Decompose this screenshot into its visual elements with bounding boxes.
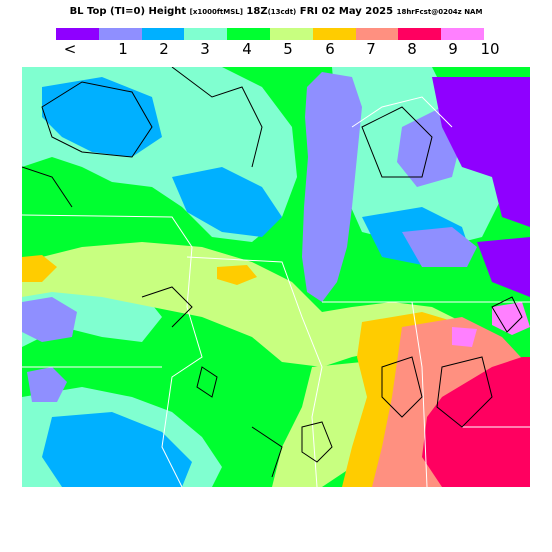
contour-region-1-southwest (27, 367, 67, 402)
legend-label-10: 10 (480, 40, 500, 58)
legend-swatch-6 (312, 28, 356, 40)
legend-label-4: 4 (242, 40, 252, 58)
contour-region-lt1-east (477, 237, 530, 297)
contour-outline-10 (251, 426, 283, 478)
contour-region-2-northwest (42, 77, 162, 157)
legend-swatch-8 (398, 28, 442, 40)
contour-region-1-west (22, 297, 77, 342)
contour-outline-3 (361, 106, 433, 178)
contour-region-lt1-northeast (432, 77, 530, 227)
contour-outlines (22, 67, 523, 478)
title-main: BL Top (TI=0) Height (69, 6, 187, 17)
contour-region-6-central (217, 265, 257, 285)
legend-label-5: 5 (283, 40, 293, 58)
legend-swatch-3 (184, 28, 228, 40)
title-forecast: 18hrFcst@0204z NAM (396, 8, 483, 16)
legend-label-3: 3 (200, 40, 210, 58)
forecast-map (22, 67, 530, 487)
map-title: BL Top (TI=0) Height [x1000ftMSL] 18Z(13… (0, 6, 552, 17)
lake-michigan (302, 72, 362, 302)
contour-region-6-west (22, 255, 57, 282)
state-boundaries (22, 96, 530, 487)
contour-outline-2 (171, 67, 263, 168)
contour-outline-5 (436, 356, 493, 428)
legend-swatch-9 (441, 28, 484, 40)
legend-label-7: 7 (366, 40, 376, 58)
map-canvas (22, 67, 530, 487)
legend-label-0: < (63, 40, 77, 58)
contour-outline-11 (491, 296, 523, 333)
title-units: [x1000ftMSL] (189, 8, 243, 16)
contour-region-9-southeast (452, 327, 477, 347)
legend-swatch-2 (141, 28, 185, 40)
legend-label-6: 6 (325, 40, 335, 58)
legend-swatch-0 (56, 28, 99, 40)
legend-labels: < 1 2 3 4 5 6 7 8 9 10 (46, 40, 502, 58)
legend-swatch-1 (98, 28, 142, 40)
legend-swatch-4 (227, 28, 270, 40)
state-line-4 (322, 301, 428, 487)
contour-region-2-south (42, 412, 192, 487)
state-line-2 (186, 256, 323, 487)
state-line-6 (351, 96, 453, 128)
state-line-1 (22, 214, 203, 487)
contour-outline-1 (41, 81, 153, 158)
contour-outline-6 (22, 166, 73, 208)
legend-swatch-7 (355, 28, 399, 40)
color-legend (56, 28, 484, 40)
title-date: FRI 02 May 2025 (299, 6, 394, 17)
legend-label-1: 1 (118, 40, 128, 58)
legend-label-2: 2 (159, 40, 169, 58)
legend-label-9: 9 (448, 40, 458, 58)
contour-region-1-east (402, 227, 477, 267)
legend-swatch-5 (269, 28, 313, 40)
contour-region-8-southeast (422, 357, 530, 487)
contour-outline-8 (196, 366, 218, 398)
contour-outline-9 (301, 421, 333, 463)
title-local-time: (13cdt) (267, 8, 297, 16)
contour-region-9-east (492, 302, 530, 335)
contour-outline-4 (381, 356, 423, 418)
contour-region-2-north (172, 167, 282, 237)
contour-outline-7 (141, 286, 193, 328)
title-time: 18Z (246, 6, 268, 17)
legend-label-8: 8 (407, 40, 417, 58)
